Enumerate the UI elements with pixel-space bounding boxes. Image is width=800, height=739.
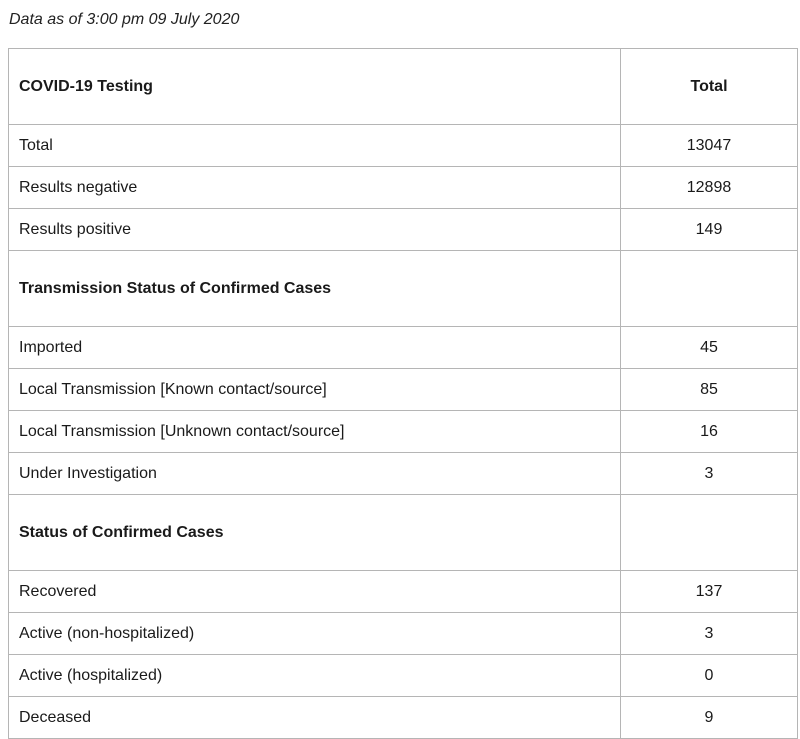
table-row: Recovered 137 [8, 570, 798, 613]
covid-stats-table: COVID-19 Testing Total Total 13047 Resul… [8, 48, 798, 739]
row-value: 9 [620, 696, 798, 739]
row-value: 149 [620, 208, 798, 251]
table-row: Local Transmission [Unknown contact/sour… [8, 410, 798, 453]
row-label: Results negative [8, 166, 621, 209]
row-label: Deceased [8, 696, 621, 739]
row-value: 12898 [620, 166, 798, 209]
row-value: 85 [620, 368, 798, 411]
section-heading-status: Status of Confirmed Cases [8, 494, 621, 571]
row-label: Active (hospitalized) [8, 654, 621, 697]
section-heading-row: Transmission Status of Confirmed Cases [8, 250, 798, 327]
row-value: 137 [620, 570, 798, 613]
table-row: Total 13047 [8, 124, 798, 167]
section-heading-empty-cell [620, 250, 798, 327]
row-value: 45 [620, 326, 798, 369]
row-value: 3 [620, 452, 798, 495]
table-row: Under Investigation 3 [8, 452, 798, 495]
table-header-row: COVID-19 Testing Total [8, 48, 798, 125]
row-label: Under Investigation [8, 452, 621, 495]
row-label: Results positive [8, 208, 621, 251]
row-value: 13047 [620, 124, 798, 167]
row-value: 3 [620, 612, 798, 655]
row-label: Total [8, 124, 621, 167]
row-value: 16 [620, 410, 798, 453]
section-heading-transmission: Transmission Status of Confirmed Cases [8, 250, 621, 327]
row-label: Active (non-hospitalized) [8, 612, 621, 655]
section-heading-empty-cell [620, 494, 798, 571]
table-row: Imported 45 [8, 326, 798, 369]
table-row: Results positive 149 [8, 208, 798, 251]
table-row: Deceased 9 [8, 696, 798, 739]
column-header-label: COVID-19 Testing [8, 48, 621, 125]
table-row: Active (hospitalized) 0 [8, 654, 798, 697]
table-row: Active (non-hospitalized) 3 [8, 612, 798, 655]
data-timestamp: Data as of 3:00 pm 09 July 2020 [9, 11, 240, 28]
row-label: Imported [8, 326, 621, 369]
row-value: 0 [620, 654, 798, 697]
row-label: Local Transmission [Unknown contact/sour… [8, 410, 621, 453]
table-row: Local Transmission [Known contact/source… [8, 368, 798, 411]
section-heading-row: Status of Confirmed Cases [8, 494, 798, 571]
column-header-total: Total [620, 48, 798, 125]
row-label: Local Transmission [Known contact/source… [8, 368, 621, 411]
row-label: Recovered [8, 570, 621, 613]
table-row: Results negative 12898 [8, 166, 798, 209]
